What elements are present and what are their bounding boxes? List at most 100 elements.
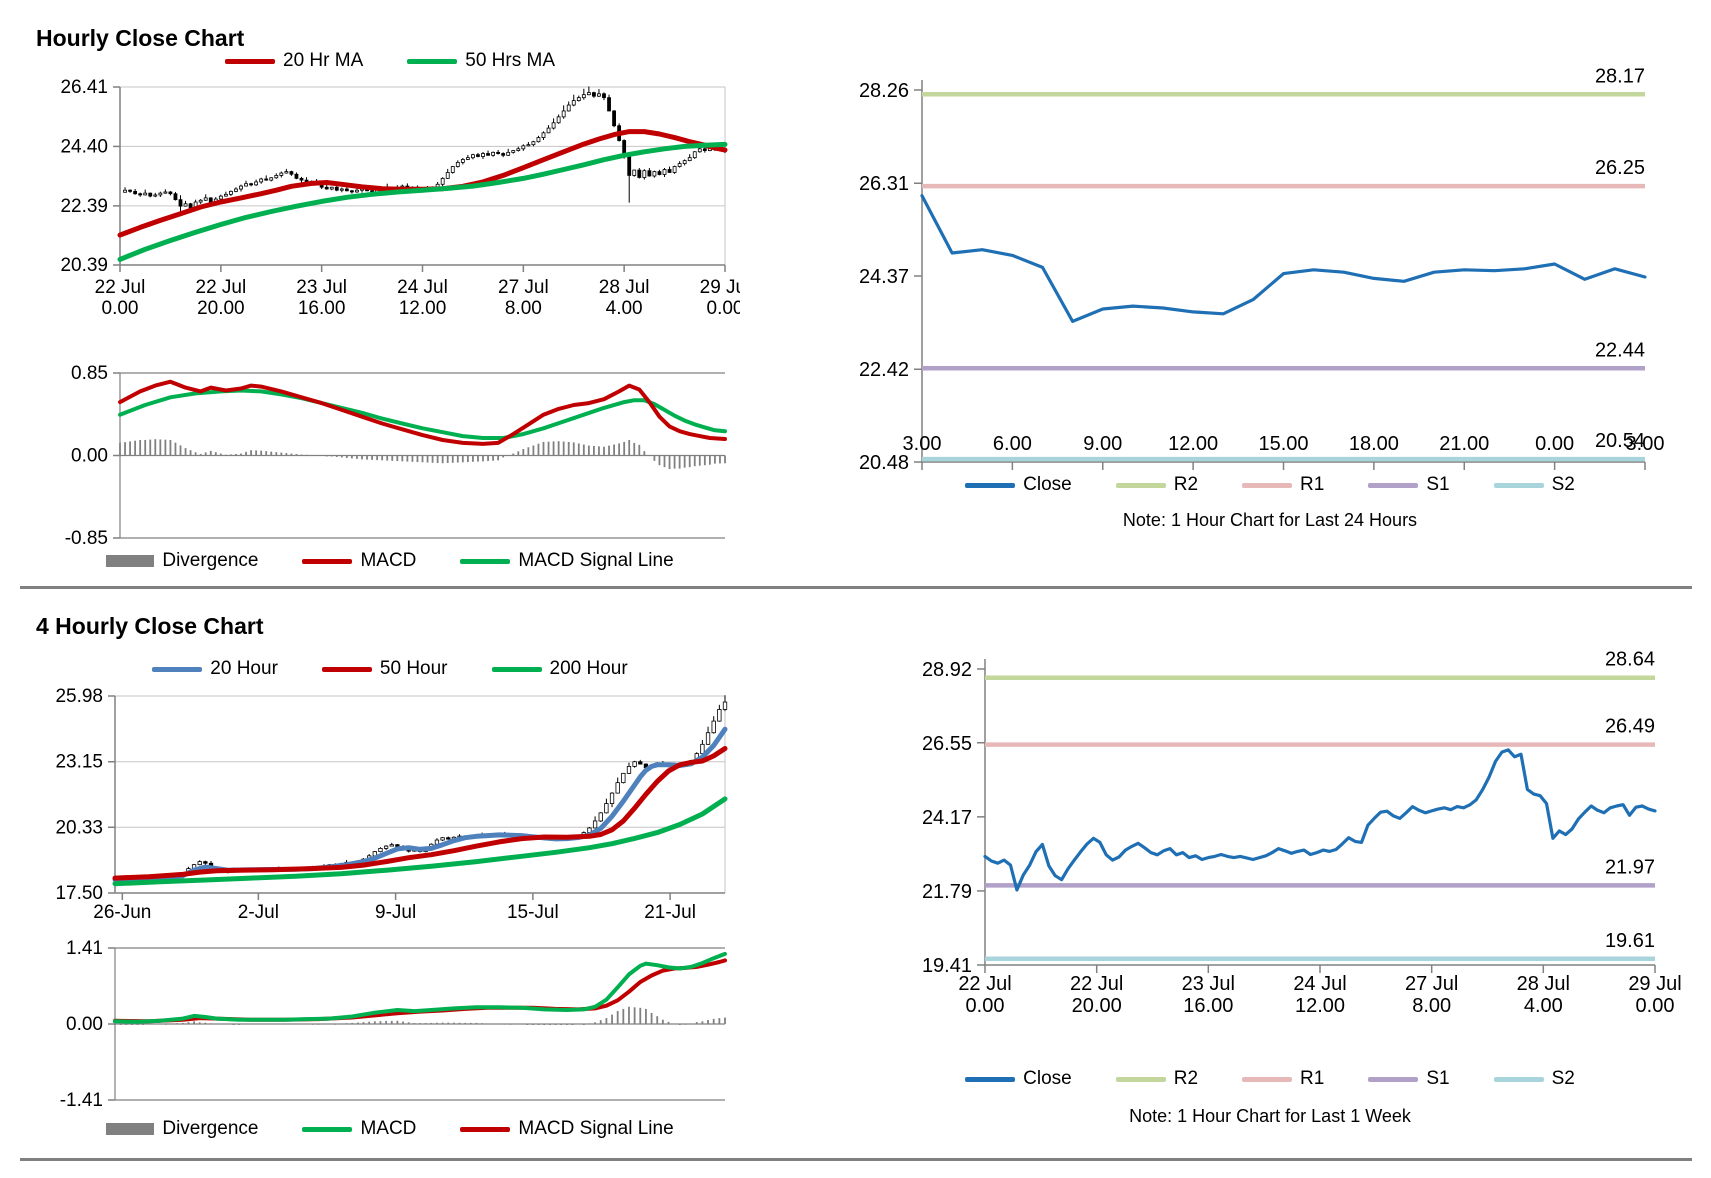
svg-text:0.00: 0.00: [71, 446, 108, 467]
4hourly-pivot-note: Note: 1 Hour Chart for Last 1 Week: [1129, 1106, 1411, 1126]
svg-text:29 Jul: 29 Jul: [700, 277, 740, 298]
svg-text:3.00: 3.00: [1626, 433, 1665, 455]
legend-item-close: Close: [965, 1068, 1072, 1090]
legend-item-label: R1: [1300, 1068, 1325, 1089]
legend-item-label: S1: [1426, 1068, 1450, 1089]
legend-item-divergence: Divergence: [106, 1118, 258, 1140]
svg-text:24 Jul: 24 Jul: [397, 277, 448, 298]
svg-text:0.00: 0.00: [707, 298, 740, 319]
legend-item-macd: MACD: [302, 1118, 416, 1140]
legend-4hourly-macd: Divergence MACD MACD Signal Line: [40, 1118, 740, 1140]
svg-text:26.41: 26.41: [60, 78, 108, 98]
legend-item-label: 50 Hrs MA: [465, 50, 555, 71]
legend-item-20-hr-ma: 20 Hr MA: [225, 50, 363, 72]
svg-text:21.97: 21.97: [1605, 856, 1655, 878]
svg-text:20.48: 20.48: [859, 452, 909, 474]
legend-item-label: R2: [1173, 1068, 1199, 1089]
legend-swatch-line: [302, 1126, 353, 1132]
legend-4hourly-price: 20 Hour 50 Hour 200 Hour: [40, 658, 740, 680]
legend-swatch-line: [1493, 1076, 1544, 1082]
svg-text:12.00: 12.00: [399, 298, 447, 319]
svg-text:4.00: 4.00: [1524, 995, 1563, 1017]
section-divider: [20, 586, 1692, 589]
legend-swatch-line: [965, 1076, 1016, 1082]
svg-text:12.00: 12.00: [1295, 995, 1345, 1017]
svg-text:0.00: 0.00: [66, 1014, 103, 1035]
svg-text:23 Jul: 23 Jul: [296, 277, 347, 298]
legend-swatch-box: [106, 1123, 155, 1135]
hourly-pivot-note: Note: 1 Hour Chart for Last 24 Hours: [1122, 510, 1418, 530]
hourly-close-price-chart: 26.41 24.40 22.39 20.39 22 Jul 0.00 22 Jul 20.0…: [40, 77, 750, 333]
legend-item-macd: MACD: [302, 550, 416, 572]
bottom-divider: [20, 1158, 1692, 1161]
svg-text:28.64: 28.64: [1605, 649, 1655, 671]
legend-item-label: MACD Signal Line: [518, 1118, 674, 1139]
legend-item-label: 50 Hour: [379, 658, 448, 679]
legend-item-50-hour: 50 Hour: [321, 658, 448, 680]
4hourly-pivot-chart: 28.92 26.55 24.17 21.79 19.41 22 Jul 0.00 22 Ju…: [830, 600, 1710, 1045]
legend-item-macd-signal-line: MACD Signal Line: [460, 1118, 674, 1140]
svg-text:4.00: 4.00: [606, 298, 643, 319]
legend-swatch-line: [965, 482, 1016, 488]
svg-text:28 Jul: 28 Jul: [599, 277, 650, 298]
legend-item-label: S2: [1551, 474, 1575, 495]
4hourly-macd-chart: 1.41 0.00 -1.41: [40, 936, 740, 1121]
legend-hourly-pivot: Close R2 R1 S1 S2: [830, 474, 1710, 496]
legend-item-r1: R1: [1242, 474, 1324, 496]
svg-text:28.26: 28.26: [859, 80, 909, 102]
legend-item-r1: R1: [1242, 1068, 1324, 1090]
legend-item-s1: S1: [1368, 474, 1450, 496]
svg-text:19.41: 19.41: [922, 955, 972, 977]
legend-item-macd-signal-line: MACD Signal Line: [460, 550, 674, 572]
svg-text:17.50: 17.50: [55, 883, 103, 904]
svg-text:28.17: 28.17: [1595, 65, 1645, 87]
hourly-pivot-chart: 28.26 26.31 24.37 22.42 20.48 3.00 6.00 9.00 12.…: [830, 50, 1710, 487]
svg-text:22.39: 22.39: [60, 196, 108, 217]
svg-text:20.00: 20.00: [1072, 995, 1122, 1017]
svg-text:20.54: 20.54: [1595, 430, 1645, 452]
legend-item-label: MACD Signal Line: [518, 550, 674, 571]
legend-swatch-line: [225, 58, 275, 64]
legend-item-50-hrs-ma: 50 Hrs MA: [407, 50, 555, 72]
legend-swatch-line: [1242, 1076, 1293, 1082]
legend-swatch-line: [1242, 482, 1293, 488]
svg-text:16.00: 16.00: [298, 298, 346, 319]
svg-text:12.00: 12.00: [1168, 433, 1218, 455]
svg-text:22.44: 22.44: [1595, 339, 1645, 361]
svg-text:23.15: 23.15: [55, 752, 103, 773]
svg-text:21-Jul: 21-Jul: [644, 902, 696, 923]
svg-text:22 Jul: 22 Jul: [958, 973, 1011, 995]
hourly-macd-chart: 0.85 0.00 -0.85: [40, 358, 740, 555]
svg-text:15.00: 15.00: [1258, 433, 1308, 455]
svg-text:19.61: 19.61: [1605, 930, 1655, 952]
svg-text:3.00: 3.00: [903, 433, 942, 455]
fourhourly-macd-svg: 1.41 0.00 -1.41: [60, 938, 727, 1111]
svg-text:20.33: 20.33: [55, 817, 103, 838]
svg-text:0.00: 0.00: [1636, 995, 1675, 1017]
legend-item-200-hour: 200 Hour: [491, 658, 628, 680]
svg-text:26-Jun: 26-Jun: [93, 902, 151, 923]
legend-item-divergence: Divergence: [106, 550, 258, 572]
legend-swatch-line: [302, 558, 353, 564]
svg-text:-0.85: -0.85: [65, 528, 108, 549]
svg-text:20.00: 20.00: [197, 298, 245, 319]
svg-text:0.00: 0.00: [1535, 433, 1574, 455]
legend-hourly-macd: Divergence MACD MACD Signal Line: [40, 550, 740, 572]
svg-text:22.42: 22.42: [859, 359, 909, 381]
legend-item-20-hour: 20 Hour: [152, 658, 278, 680]
svg-text:0.00: 0.00: [966, 995, 1005, 1017]
legend-item-label: 20 Hr MA: [283, 50, 364, 71]
svg-text:28.92: 28.92: [922, 659, 972, 681]
svg-text:8.00: 8.00: [505, 298, 542, 319]
legend-item-label: Divergence: [162, 1118, 259, 1139]
svg-text:24.17: 24.17: [922, 807, 972, 829]
legend-item-label: R1: [1300, 474, 1325, 495]
svg-text:26.25: 26.25: [1595, 157, 1645, 179]
svg-text:9-Jul: 9-Jul: [375, 902, 416, 923]
legend-swatch-box: [106, 555, 155, 567]
legend-item-s1: S1: [1368, 1068, 1450, 1090]
